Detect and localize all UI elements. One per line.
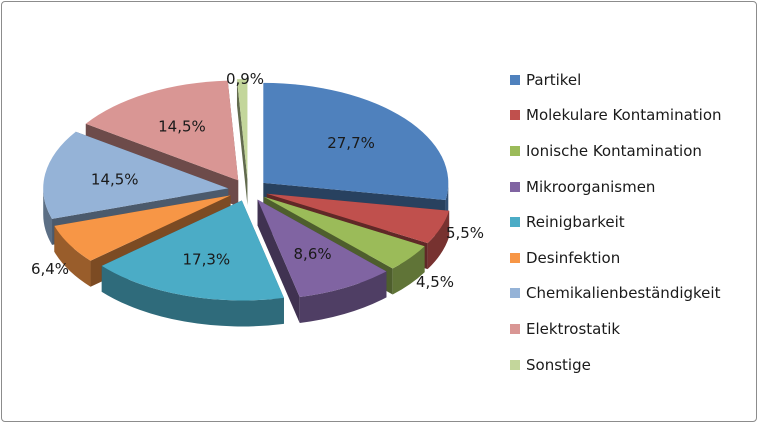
pie-slice-reinigbarkeit: [101, 200, 284, 327]
data-label: 17,3%: [183, 250, 231, 268]
legend-item: Elektrostatik: [510, 311, 722, 347]
legend-item: Chemikalienbeständigkeit: [510, 276, 722, 312]
pie-slice-mikroorganismen: [257, 199, 387, 324]
data-label: 6,4%: [31, 260, 69, 278]
legend-label: Ionische Kontamination: [526, 141, 702, 160]
legend-label: Reinigbarkeit: [526, 213, 625, 232]
pie-chart: 27,7% 5,5% 4,5% 8,6% 17,3% 6,4% 14,5% 14,5% 0,9%: [31, 70, 484, 327]
legend-label: Partikel: [526, 70, 582, 89]
data-label: 0,9%: [226, 70, 264, 88]
legend-label: Molekulare Kontamination: [526, 106, 722, 125]
legend-swatch: [510, 110, 520, 121]
data-label: 14,5%: [91, 170, 139, 188]
legend-swatch: [510, 145, 520, 156]
legend-item: Reinigbarkeit: [510, 204, 722, 240]
data-label: 5,5%: [446, 224, 484, 242]
legend-swatch: [510, 288, 520, 299]
legend-item: Desinfektion: [510, 240, 722, 276]
data-label: 27,7%: [327, 134, 375, 152]
legend-item: Molekulare Kontamination: [510, 98, 722, 134]
legend-item: Ionische Kontamination: [510, 133, 722, 169]
legend-label: Elektrostatik: [526, 319, 621, 338]
legend-item: Partikel: [510, 62, 722, 98]
legend-label: Mikroorganismen: [526, 177, 656, 196]
legend-swatch: [510, 181, 520, 192]
legend: Partikel Molekulare Kontamination Ionische…: [510, 62, 722, 382]
legend-swatch: [510, 74, 520, 85]
legend-item: Mikroorganismen: [510, 169, 722, 205]
legend-label: Chemikalienbeständigkeit: [526, 284, 721, 303]
data-label: 8,6%: [294, 245, 332, 263]
legend-swatch: [510, 217, 520, 228]
legend-item: Sonstige: [510, 347, 722, 383]
legend-label: Sonstige: [526, 355, 591, 374]
legend-swatch: [510, 359, 520, 370]
legend-label: Desinfektion: [526, 248, 621, 267]
pie-slice-sonstige: [236, 79, 248, 206]
legend-swatch: [510, 252, 520, 263]
data-label: 4,5%: [416, 273, 454, 291]
legend-swatch: [510, 323, 520, 334]
data-label: 14,5%: [158, 117, 206, 135]
